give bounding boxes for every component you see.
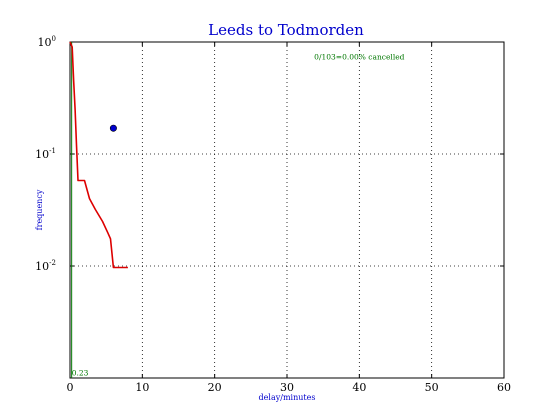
x-axis-ticks: 0 10 20 30 40 50 60 bbox=[67, 42, 511, 394]
y-tick-exponent: 0 bbox=[52, 35, 56, 43]
y-tick-base: 10 bbox=[38, 36, 52, 49]
grid bbox=[69, 41, 505, 378]
y-tick-label: 10-1 bbox=[35, 147, 56, 161]
y-tick-label: 100 bbox=[38, 35, 56, 49]
y-tick-exponent: -1 bbox=[49, 147, 56, 155]
x-axis-label: delay/minutes bbox=[259, 393, 316, 402]
chart-annotation: 0/103=0.00% cancelled bbox=[314, 52, 404, 61]
y-tick-exponent: -2 bbox=[49, 259, 56, 267]
chart-title: Leeds to Todmorden bbox=[208, 21, 364, 39]
y-axis-label: frequency bbox=[35, 189, 44, 230]
x-tick-label: 40 bbox=[352, 381, 366, 394]
delay-distribution-line bbox=[69, 41, 128, 269]
series bbox=[69, 41, 128, 378]
y-tick-label: 10-2 bbox=[35, 259, 56, 273]
x-tick-label: 30 bbox=[280, 381, 294, 394]
x-tick-label: 10 bbox=[135, 381, 149, 394]
x-tick-label: 50 bbox=[425, 381, 439, 394]
x-tick-label: 60 bbox=[497, 381, 511, 394]
y-tick-base: 10 bbox=[35, 148, 49, 161]
chart-annotation: 0.23 bbox=[72, 369, 89, 378]
x-tick-label: 20 bbox=[208, 381, 222, 394]
y-tick-base: 10 bbox=[35, 260, 49, 273]
x-tick-label: 0 bbox=[67, 381, 74, 394]
annotations: 0/103=0.00% cancelled 0.23 bbox=[72, 52, 405, 377]
data-point-marker bbox=[109, 124, 117, 132]
